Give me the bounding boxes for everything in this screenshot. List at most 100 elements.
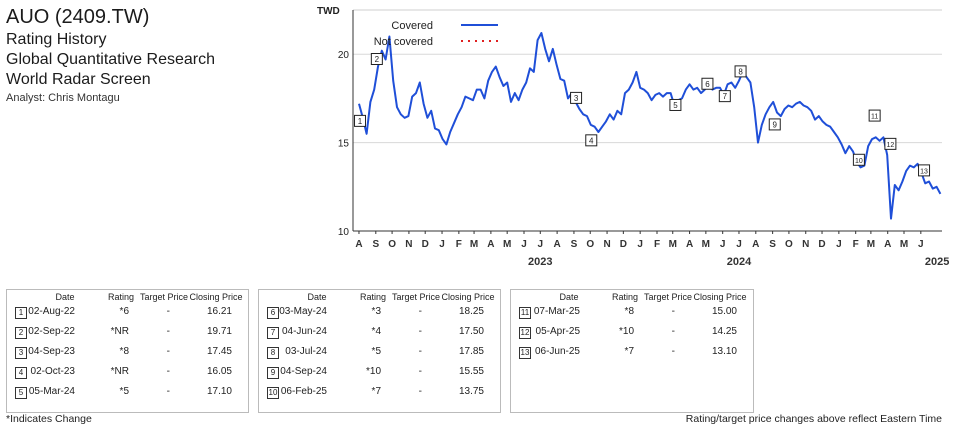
cell-closing: 17.45	[206, 346, 232, 357]
rating-marker-1: 1	[354, 114, 367, 127]
rating-marker-box	[852, 153, 865, 166]
x-tick-label: M	[867, 239, 875, 250]
table-row: 3 04-Sep-23 *8 - 17.45	[7, 346, 248, 362]
cell-rating: *NR	[110, 326, 129, 337]
x-tick-label: J	[918, 239, 924, 250]
cell-date: 03-May-24	[279, 306, 327, 317]
rating-marker-7: 7	[718, 90, 731, 103]
col-header-rating: Rating	[611, 292, 638, 302]
table-row: 5 05-Mar-24 *5 - 17.10	[7, 386, 248, 402]
cell-closing: 15.55	[458, 366, 484, 377]
x-tick-label: M	[702, 239, 710, 250]
rating-marker-number: 4	[589, 136, 594, 145]
cell-rating: *8	[119, 346, 129, 357]
col-header-rating: Rating	[359, 292, 386, 302]
rating-marker-3: 3	[570, 91, 583, 104]
rating-marker-6: 6	[701, 77, 714, 90]
cell-rating: *10	[618, 326, 634, 337]
x-tick-label: D	[818, 239, 825, 250]
cell-date: 02-Oct-23	[30, 366, 75, 377]
year-label: 2025	[925, 256, 949, 268]
year-labels: 2023 2024 2025	[528, 256, 949, 268]
rating-marker-number: 2	[375, 55, 380, 64]
cell-target: -	[418, 366, 422, 377]
table-row: 4 02-Oct-23 *NR - 16.05	[7, 366, 248, 382]
col-header-rating: Rating	[107, 292, 134, 302]
page-title: AUO (2409.TW)	[6, 6, 150, 28]
rating-marker-8: 8	[734, 65, 747, 78]
cell-target: -	[418, 346, 422, 357]
x-tick-label: A	[487, 239, 494, 250]
cell-closing: 18.25	[458, 306, 484, 317]
rating-marker-number: 9	[773, 120, 778, 129]
rating-table-1: Date Rating Target Price Closing Price 1 02-A…	[6, 289, 249, 413]
col-header-target: Target Price	[643, 292, 693, 302]
x-tick-label: F	[456, 239, 462, 250]
rating-table-2: Date Rating Target Price Closing Price 6 03-M…	[258, 289, 501, 413]
rating-marker-number: 6	[705, 80, 710, 89]
row-number-box: 11	[519, 307, 531, 319]
cell-target: -	[418, 326, 422, 337]
cell-closing: 14.25	[711, 326, 737, 337]
rating-marker-10: 10	[852, 153, 865, 166]
row-number-box: 1	[15, 307, 27, 319]
rating-marker-5: 5	[669, 98, 682, 111]
subtitle-line-2: Global Quantitative Research	[6, 51, 215, 68]
rating-marker-number: 12	[886, 142, 894, 149]
table-row: 9 04-Sep-24 *10 - 15.55	[259, 366, 500, 382]
x-tick-label: S	[372, 239, 379, 250]
x-tick-label: J	[538, 239, 544, 250]
rating-marker-number: 5	[673, 101, 678, 110]
cell-target: -	[418, 306, 422, 317]
cell-closing: 13.10	[711, 346, 737, 357]
cell-rating: *NR	[110, 366, 129, 377]
x-tick-label: J	[720, 239, 726, 250]
cell-rating: *4	[371, 326, 381, 337]
rating-marker-number: 8	[738, 67, 743, 76]
table-row: 10 06-Feb-25 *7 - 13.75	[259, 386, 500, 402]
x-tick-label: D	[422, 239, 429, 250]
x-tick-label: M	[900, 239, 908, 250]
legend-label-not-covered: Not covered	[374, 36, 433, 48]
analyst-name: Analyst: Chris Montagu	[6, 92, 120, 104]
x-tick-label: O	[785, 239, 793, 250]
table-row: 8 03-Jul-24 *5 - 17.85	[259, 346, 500, 362]
table-row: 1 02-Aug-22 *6 - 16.21	[7, 306, 248, 322]
cell-closing: 16.05	[206, 366, 232, 377]
y-tick-labels: 10 15 20	[338, 50, 350, 238]
rating-marker-box	[718, 90, 731, 103]
row-number-box: 6	[267, 307, 279, 319]
cell-target: -	[671, 326, 675, 337]
row-number-box: 9	[267, 367, 279, 379]
cell-date: 02-Sep-22	[28, 326, 75, 337]
x-tick-label: J	[439, 239, 445, 250]
rating-marker-box	[868, 109, 881, 122]
table-row: 6 03-May-24 *3 - 18.25	[259, 306, 500, 322]
rating-marker-13: 13	[918, 164, 931, 177]
cell-date: 05-Apr-25	[535, 326, 580, 337]
rating-marker-box	[570, 91, 583, 104]
cell-date: 06-Feb-25	[280, 386, 327, 397]
rating-marker-9: 9	[768, 118, 781, 131]
table-row: 12 05-Apr-25 *10 - 14.25	[511, 326, 753, 342]
x-tick-label: F	[654, 239, 660, 250]
x-tick-label: M	[470, 239, 478, 250]
x-tick-label: A	[884, 239, 891, 250]
col-header-date: Date	[559, 292, 579, 302]
cell-target: -	[166, 366, 170, 377]
cell-date: 04-Sep-24	[280, 366, 327, 377]
cell-closing: 16.21	[206, 306, 232, 317]
rating-marker-box	[354, 114, 367, 127]
rating-marker-number: 7	[723, 92, 728, 101]
cell-date: 04-Jun-24	[281, 326, 327, 337]
rating-marker-box	[918, 164, 931, 177]
rating-marker-number: 1	[358, 117, 363, 126]
cell-target: -	[166, 326, 170, 337]
x-tick-label: N	[802, 239, 809, 250]
cell-rating: *10	[365, 366, 381, 377]
gridlines	[353, 53, 942, 144]
x-tick-label: N	[405, 239, 412, 250]
x-tick-label: O	[586, 239, 594, 250]
